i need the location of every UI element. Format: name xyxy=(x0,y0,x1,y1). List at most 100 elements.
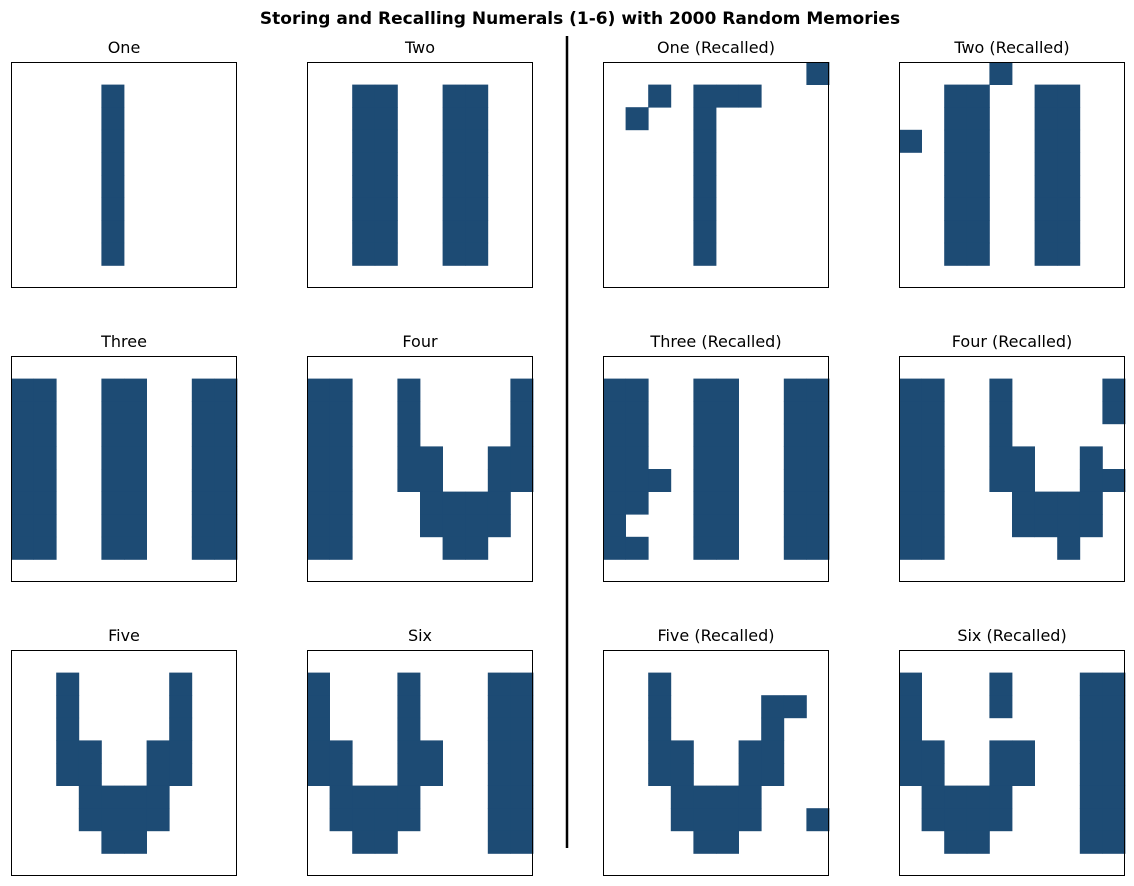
filled-cell xyxy=(352,220,376,244)
filled-cell xyxy=(397,401,421,425)
filled-cell xyxy=(899,491,922,515)
filled-cell xyxy=(716,514,739,538)
filled-cell xyxy=(101,423,125,447)
filled-cell xyxy=(101,785,125,809)
filled-cell xyxy=(124,830,147,854)
filled-cell xyxy=(329,763,353,786)
filled-cell xyxy=(442,220,466,244)
filled-cell xyxy=(966,830,990,854)
filled-cell xyxy=(625,491,649,515)
filled-cell xyxy=(625,378,649,402)
filled-cell xyxy=(648,672,672,696)
filled-cell xyxy=(899,536,922,560)
filled-cell xyxy=(693,401,717,425)
filled-cell xyxy=(397,740,421,764)
filled-cell xyxy=(716,808,739,832)
filled-cell xyxy=(783,491,807,515)
filled-cell xyxy=(307,717,330,741)
panel-title: Four xyxy=(402,332,438,351)
filled-cell xyxy=(214,469,238,492)
filled-cell xyxy=(921,446,945,470)
filled-cell xyxy=(329,469,353,492)
filled-cell xyxy=(1079,695,1103,719)
filled-cell xyxy=(420,469,443,492)
filled-cell xyxy=(442,152,466,176)
panel-title: Six xyxy=(408,626,432,645)
filled-cell xyxy=(806,423,830,447)
filled-cell xyxy=(33,423,57,447)
panel-title: Three xyxy=(100,332,147,351)
filled-cell xyxy=(33,491,57,515)
filled-cell xyxy=(465,491,489,515)
filled-cell xyxy=(352,830,376,854)
panel-frame xyxy=(899,650,1125,876)
filled-cell xyxy=(11,446,34,470)
filled-cell xyxy=(693,242,717,266)
filled-cell xyxy=(1079,446,1103,470)
filled-cell xyxy=(329,446,353,470)
filled-cell xyxy=(191,401,215,425)
filled-cell xyxy=(101,242,125,266)
filled-cell xyxy=(124,785,147,809)
filled-cell xyxy=(1079,672,1103,696)
panel-title: Three (Recalled) xyxy=(649,332,781,351)
filled-cell xyxy=(921,423,945,447)
filled-cell xyxy=(397,808,421,832)
filled-cell xyxy=(329,536,353,560)
filled-cell xyxy=(966,242,990,266)
filled-cell xyxy=(806,536,830,560)
filled-cell xyxy=(352,152,376,176)
filled-cell xyxy=(989,672,1013,696)
panel-one: One xyxy=(11,38,237,288)
filled-cell xyxy=(1034,84,1058,108)
filled-cell xyxy=(442,536,466,560)
panel-frame xyxy=(11,650,237,876)
filled-cell xyxy=(966,808,990,832)
filled-cell xyxy=(214,491,238,515)
filled-cell xyxy=(307,491,330,515)
filled-cell xyxy=(648,695,672,719)
filled-cell xyxy=(442,197,466,221)
filled-cell xyxy=(1012,740,1035,764)
panel-title: Two (Recalled) xyxy=(953,38,1069,57)
filled-cell xyxy=(806,514,830,538)
filled-cell xyxy=(899,469,922,492)
panel-title: One xyxy=(108,38,141,57)
filled-cell xyxy=(146,763,170,786)
panel-one-recalled: One (Recalled) xyxy=(603,38,830,288)
filled-cell xyxy=(510,740,534,764)
filled-cell xyxy=(783,423,807,447)
filled-cell xyxy=(806,401,830,425)
filled-cell xyxy=(625,469,649,492)
filled-cell xyxy=(899,401,922,425)
filled-cell xyxy=(56,672,80,696)
filled-cell xyxy=(510,695,534,719)
filled-cell xyxy=(101,808,125,832)
filled-cell xyxy=(487,785,511,809)
filled-cell xyxy=(1012,446,1035,470)
panel-frame xyxy=(307,356,533,582)
filled-cell xyxy=(307,740,330,764)
filled-cell xyxy=(374,785,398,809)
filled-cell xyxy=(307,672,330,696)
filled-cell xyxy=(806,469,830,492)
filled-cell xyxy=(1102,469,1126,492)
filled-cell xyxy=(487,446,511,470)
filled-cell xyxy=(510,785,534,809)
filled-cell xyxy=(510,469,534,492)
filled-cell xyxy=(510,401,534,425)
panel-frame xyxy=(899,356,1125,582)
filled-cell xyxy=(716,401,739,425)
filled-cell xyxy=(214,401,238,425)
filled-cell xyxy=(420,446,443,470)
filled-cell xyxy=(738,785,762,809)
filled-cell xyxy=(420,763,443,786)
panel-frame xyxy=(11,62,237,288)
filled-cell xyxy=(899,446,922,470)
panel-title: Four (Recalled) xyxy=(952,332,1072,351)
filled-cell xyxy=(1102,695,1126,719)
filled-cell xyxy=(738,740,762,764)
filled-cell xyxy=(124,808,147,832)
filled-cell xyxy=(921,808,945,832)
